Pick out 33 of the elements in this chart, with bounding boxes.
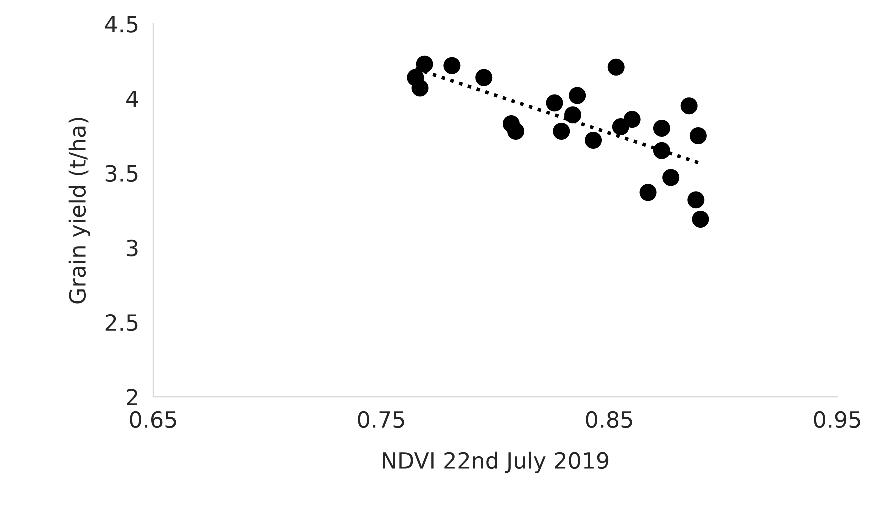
x-tick-label: 0.85 <box>586 411 632 428</box>
point <box>508 123 525 140</box>
point <box>608 58 625 76</box>
point <box>585 132 602 149</box>
point <box>680 98 698 115</box>
y-tick-label: 3.5 <box>106 165 138 182</box>
y-tick-label: 4.5 <box>105 16 138 33</box>
point <box>653 142 670 160</box>
x-axis-title: NDVI 22nd July 2019 <box>383 452 609 474</box>
y-tick-label: 2 <box>127 389 138 406</box>
y-axis-title: Grain yield (t/ha) <box>68 118 90 304</box>
point <box>444 57 461 74</box>
point <box>564 106 582 124</box>
point <box>662 169 680 186</box>
y-tick-label: 4 <box>126 90 138 108</box>
x-tick-label: 0.65 <box>130 411 176 428</box>
y-tick-label: 2.5 <box>106 314 138 332</box>
point <box>412 80 429 97</box>
point <box>612 118 630 136</box>
x-tick-label: 0.75 <box>358 411 404 428</box>
point <box>640 184 657 202</box>
point <box>688 192 705 209</box>
point <box>416 56 434 73</box>
point <box>569 87 586 104</box>
point <box>624 111 641 128</box>
y-tick-label: 3 <box>127 240 138 257</box>
point <box>690 127 707 144</box>
point <box>653 120 670 138</box>
x-tick-label: 0.95 <box>814 411 860 428</box>
point <box>546 94 564 112</box>
point <box>476 69 493 86</box>
point <box>553 123 570 140</box>
point <box>692 211 710 228</box>
